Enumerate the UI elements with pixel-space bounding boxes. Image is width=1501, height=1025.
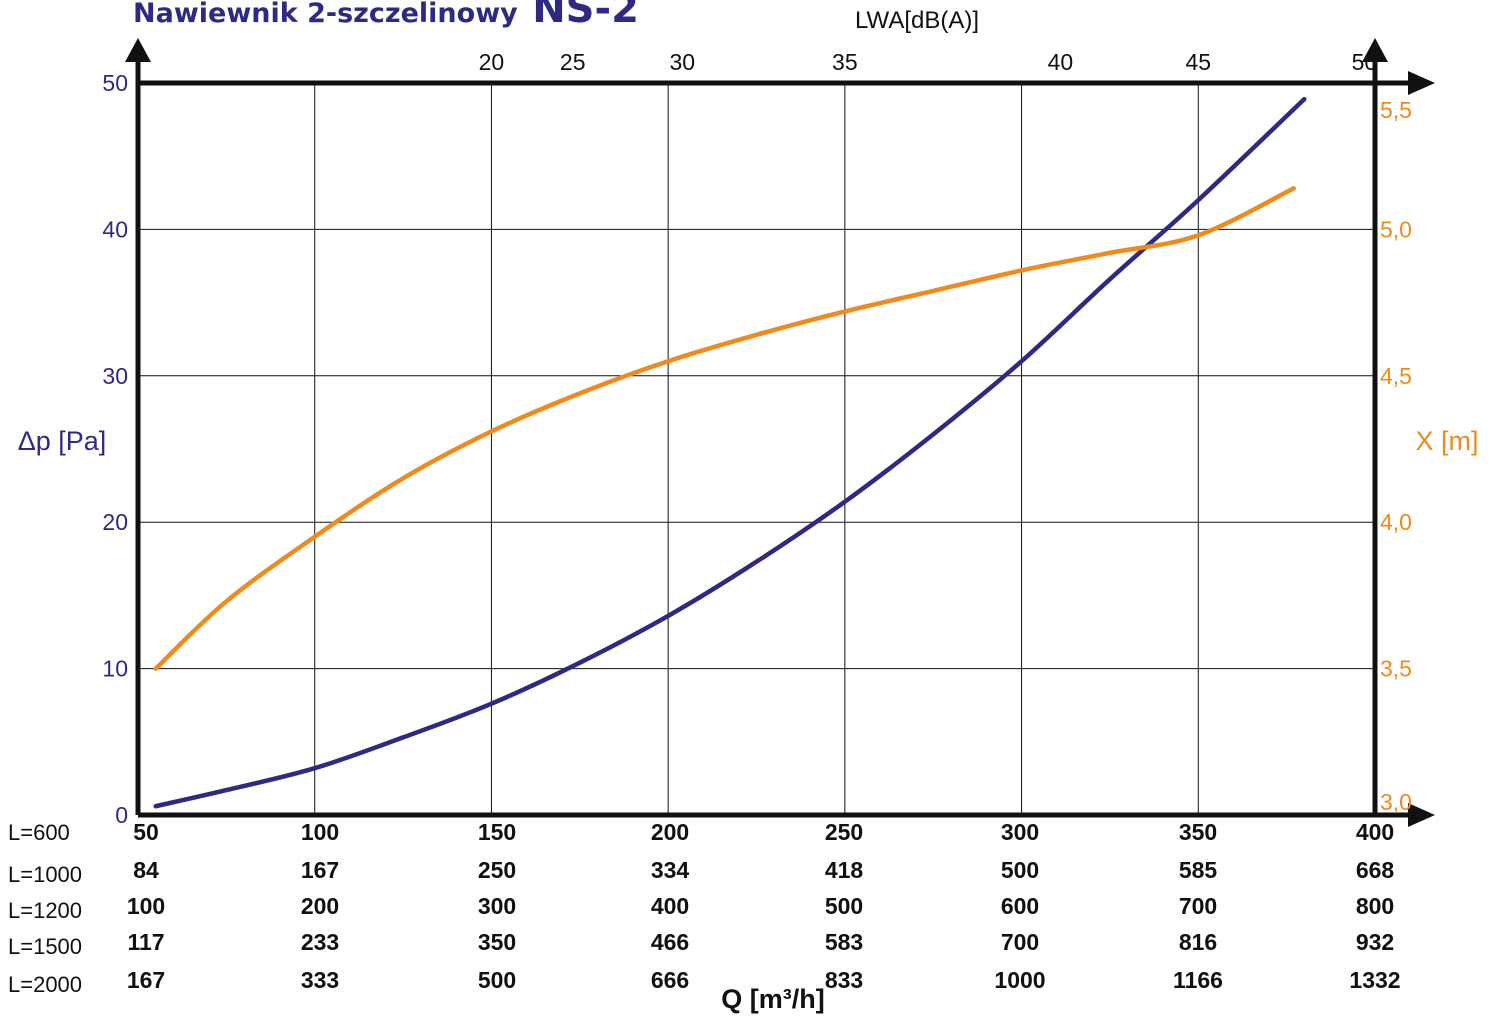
- y-tick-right-label: 3,5: [1380, 656, 1412, 682]
- y-axis-right-title: X [m]: [1415, 426, 1478, 456]
- q-row-value: 167: [127, 967, 165, 993]
- x-tick-top-label: 30: [669, 49, 695, 75]
- chart-title: Nawiewnik 2-szczelinowy NS-2: [133, 0, 639, 32]
- y-tick-left-label: 0: [115, 802, 128, 828]
- q-row-value: 150: [478, 819, 516, 845]
- q-row-label: L=600: [8, 820, 70, 845]
- q-row-value: 100: [301, 819, 339, 845]
- q-row-value: 233: [301, 929, 339, 955]
- x-tick-top-label: 25: [560, 49, 586, 75]
- q-row-value: 700: [1001, 929, 1039, 955]
- x-axis-bottom-title: Q [m³/h]: [721, 984, 824, 1014]
- q-row-value: 833: [825, 967, 863, 993]
- y-tick-left-label: 10: [102, 656, 128, 682]
- q-row-value: 250: [478, 857, 516, 883]
- chart-title-text: Nawiewnik 2-szczelinowy: [133, 0, 518, 29]
- q-row-value: 350: [1179, 819, 1217, 845]
- q-row-value: 250: [825, 819, 863, 845]
- y-tick-right-label: 4,0: [1380, 509, 1412, 535]
- x-axis-top-title: LWA[dB(A)]: [855, 7, 979, 34]
- y-tick-right-label: 3,0: [1380, 789, 1412, 815]
- q-row-value: 932: [1356, 929, 1394, 955]
- q-row-value: 666: [651, 967, 689, 993]
- q-row-value: 334: [651, 857, 690, 883]
- axes: [125, 38, 1435, 827]
- y-tick-right-label: 5,5: [1380, 97, 1412, 123]
- q-row-value: 700: [1179, 893, 1217, 919]
- y-tick-left-label: 40: [102, 216, 128, 242]
- q-row-label: L=1200: [8, 898, 82, 923]
- y-tick-right-label: 5,0: [1380, 216, 1412, 242]
- q-row-value: 117: [127, 929, 164, 955]
- x-axis-top-arrow: [1408, 71, 1435, 95]
- q-row-value: 466: [651, 929, 689, 955]
- q-row-value: 167: [301, 857, 339, 883]
- q-row-value: 350: [478, 929, 516, 955]
- x-axis-bottom-arrow: [1408, 803, 1435, 827]
- x-tick-top-label: 45: [1185, 49, 1211, 75]
- q-row-value: 100: [127, 893, 165, 919]
- grid: [138, 82, 1376, 815]
- y-axis-right-arrow: [1362, 38, 1388, 62]
- q-row-value: 200: [301, 893, 339, 919]
- q-row-value: 500: [1001, 857, 1039, 883]
- q-row-label: L=1000: [8, 862, 82, 887]
- q-row-value: 84: [133, 857, 159, 883]
- y-tick-left-label: 20: [102, 509, 128, 535]
- series-line-pressure: [153, 96, 1307, 809]
- chart-title-model: NS-2: [532, 0, 639, 32]
- y-tick-right-label: 4,5: [1380, 363, 1412, 389]
- y-tick-left-label: 50: [102, 70, 128, 96]
- q-row-value: 200: [651, 819, 689, 845]
- x-tick-top-label: 50: [1352, 49, 1378, 75]
- q-row-value: 400: [651, 893, 689, 919]
- q-row-value: 1000: [994, 967, 1045, 993]
- series-line-throw: [153, 186, 1296, 671]
- q-row-value: 300: [1001, 819, 1039, 845]
- q-row-value: 583: [825, 929, 863, 955]
- q-row-value: 333: [301, 967, 339, 993]
- q-row-value: 500: [478, 967, 516, 993]
- q-row-value: 418: [825, 857, 864, 883]
- x-tick-top-label: 20: [479, 49, 505, 75]
- q-row-value: 1166: [1173, 967, 1223, 993]
- q-row-value: 668: [1356, 857, 1395, 883]
- q-row-value: 300: [478, 893, 516, 919]
- series: [153, 96, 1307, 809]
- q-row-value: 1332: [1349, 967, 1400, 993]
- y-axis-left-title: Δp [Pa]: [18, 426, 107, 456]
- q-row-value: 50: [133, 819, 159, 845]
- q-row-label: L=2000: [8, 972, 82, 997]
- q-row-value: 585: [1179, 857, 1218, 883]
- q-row-value: 500: [825, 893, 863, 919]
- x-tick-top-label: 35: [832, 49, 858, 75]
- x-tick-top-label: 40: [1048, 49, 1074, 75]
- q-row-value: 400: [1356, 819, 1394, 845]
- q-row-value: 600: [1001, 893, 1039, 919]
- y-axis-left-arrow: [125, 38, 151, 62]
- q-row-value: 800: [1356, 893, 1394, 919]
- y-tick-left-label: 30: [102, 363, 128, 389]
- q-row-label: L=1500: [8, 934, 82, 959]
- q-row-value: 816: [1179, 929, 1217, 955]
- tick-labels: 0 10 20 30 40 50 3,0 3,5 4,0 4,5 5,0 5,5 20 25 30 35 40 4…: [8, 49, 1412, 997]
